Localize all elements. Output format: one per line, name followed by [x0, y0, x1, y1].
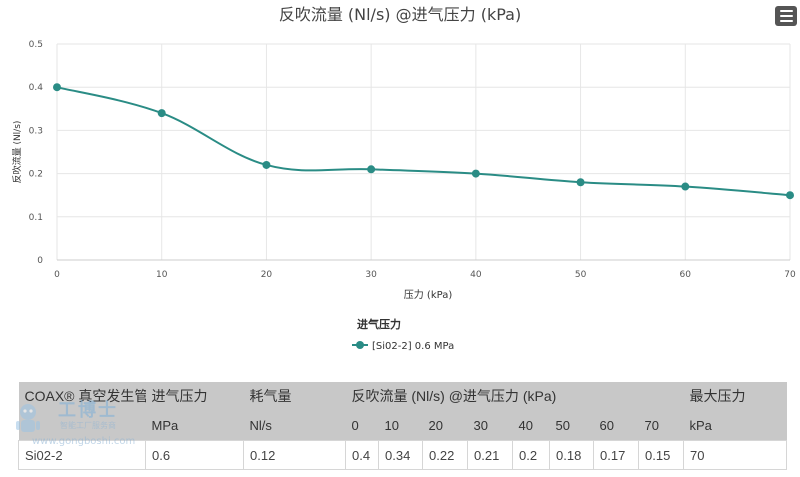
legend-label: [Si02-2] 0.6 MPa [372, 341, 454, 352]
pressure-col: 40 [512, 410, 550, 441]
legend-marker-icon [356, 341, 364, 349]
table-header-row: COAX® 真空发生管 进气压力 耗气量 反吹流量 (Nl/s) @进气压力 (… [18, 382, 787, 410]
x-axis-ticks: 0 10 20 30 40 50 60 70 [54, 270, 796, 280]
x-tick-label: 50 [575, 270, 587, 280]
header-blowoff-flow: 反吹流量 (Nl/s) @进气压力 (kPa) [345, 382, 684, 410]
series-line [56, 86, 791, 197]
cell-air-consumption: 0.12 [243, 440, 346, 470]
cell-flow: 0.18 [549, 440, 594, 470]
x-axis-label: 压力 (kPa) [404, 288, 453, 301]
unit-consumption: Nl/s [243, 410, 346, 441]
y-tick-label: 0.5 [29, 40, 43, 50]
cell-flow: 0.15 [637, 440, 685, 470]
cell-flow: 0.2 [512, 440, 550, 470]
header-model: COAX® 真空发生管 [18, 382, 146, 410]
cell-flow: 0.34 [378, 440, 423, 470]
y-tick-label: 0.4 [29, 83, 44, 93]
data-point[interactable] [786, 191, 794, 200]
line-chart: 反吹流量 (Nl/s) @进气压力 (kPa) 0 0.1 0.2 0.3 0.4 0.5… [11, 5, 796, 352]
unit-max: kPa [683, 410, 787, 441]
table-unit-row: MPa Nl/s 0 10 20 30 40 50 60 70 kPa [18, 410, 787, 441]
y-tick-label: 0 [37, 256, 43, 266]
chart-title: 反吹流量 (Nl/s) @进气压力 (kPa) [279, 5, 521, 24]
data-point[interactable] [262, 160, 271, 169]
header-air-consumption: 耗气量 [243, 382, 346, 410]
data-point[interactable] [576, 178, 585, 187]
x-tick-label: 60 [680, 270, 692, 280]
cell-flow: 0.17 [593, 440, 639, 470]
data-point[interactable] [53, 83, 61, 92]
legend-title: 进气压力 [357, 317, 401, 331]
x-tick-label: 40 [470, 270, 482, 280]
table-row: Si02-2 0.6 0.12 0.4 0.34 0.22 0.21 0.2 0… [18, 440, 788, 470]
x-tick-label: 0 [54, 270, 60, 280]
cell-inlet-pressure: 0.6 [145, 440, 244, 470]
x-tick-label: 30 [365, 270, 377, 280]
y-axis-label: 反吹流量 (Nl/s) [11, 121, 23, 184]
header-inlet-pressure: 进气压力 [145, 382, 244, 410]
pressure-col: 30 [467, 410, 513, 441]
cell-max-pressure: 70 [683, 440, 788, 470]
pressure-col: 10 [378, 410, 423, 441]
y-tick-label: 0.3 [29, 126, 43, 136]
data-point[interactable] [367, 165, 376, 174]
hamburger-menu-icon [779, 10, 793, 12]
data-point[interactable] [157, 109, 166, 118]
spec-table: COAX® 真空发生管 进气压力 耗气量 反吹流量 (Nl/s) @进气压力 (… [18, 382, 788, 470]
chart-menu-button[interactable] [775, 6, 797, 26]
pressure-col: 70 [638, 410, 684, 441]
pressure-col: 20 [422, 410, 468, 441]
grid-lines [56, 43, 791, 261]
data-point[interactable] [681, 182, 690, 191]
header-max-pressure: 最大压力 [683, 382, 787, 410]
cell-flow: 0.21 [467, 440, 513, 470]
pressure-col: 50 [549, 410, 594, 441]
unit-inlet: MPa [145, 410, 244, 441]
x-tick-label: 20 [261, 270, 273, 280]
x-tick-label: 70 [784, 270, 796, 280]
y-tick-label: 0.2 [29, 170, 43, 180]
pressure-col: 0 [345, 410, 379, 441]
x-tick-label: 10 [156, 270, 168, 280]
legend-item[interactable]: [Si02-2] 0.6 MPa [352, 341, 454, 352]
cell-model: Si02-2 [18, 440, 146, 470]
y-axis-ticks: 0 0.1 0.2 0.3 0.4 0.5 [29, 40, 44, 266]
data-point[interactable] [471, 169, 480, 178]
cell-flow: 0.4 [345, 440, 379, 470]
cell-flow: 0.22 [422, 440, 468, 470]
pressure-col: 60 [593, 410, 639, 441]
y-tick-label: 0.1 [29, 213, 43, 223]
data-points [53, 83, 794, 200]
